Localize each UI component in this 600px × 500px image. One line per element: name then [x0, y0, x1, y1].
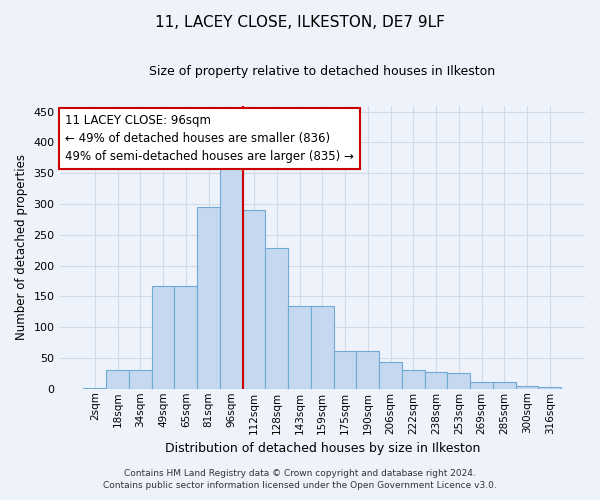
Bar	[106, 370, 129, 389]
Bar	[152, 286, 175, 389]
Bar	[448, 374, 470, 389]
Bar	[334, 350, 356, 389]
Bar	[425, 372, 448, 389]
Bar	[493, 382, 515, 389]
Bar	[220, 161, 242, 389]
Bar	[379, 362, 402, 389]
Y-axis label: Number of detached properties: Number of detached properties	[15, 154, 28, 340]
Title: Size of property relative to detached houses in Ilkeston: Size of property relative to detached ho…	[149, 65, 496, 78]
Text: 11 LACEY CLOSE: 96sqm
← 49% of detached houses are smaller (836)
49% of semi-det: 11 LACEY CLOSE: 96sqm ← 49% of detached …	[65, 114, 353, 163]
Bar	[470, 382, 493, 389]
Bar	[538, 387, 561, 389]
Bar	[515, 386, 538, 389]
Bar	[356, 350, 379, 389]
Bar	[402, 370, 425, 389]
Bar	[175, 286, 197, 389]
Bar	[129, 370, 152, 389]
Bar	[265, 248, 288, 389]
Bar	[197, 207, 220, 389]
Bar	[242, 210, 265, 389]
Text: Contains HM Land Registry data © Crown copyright and database right 2024.
Contai: Contains HM Land Registry data © Crown c…	[103, 468, 497, 490]
Bar	[288, 306, 311, 389]
Bar	[311, 306, 334, 389]
Bar	[83, 388, 106, 389]
Text: 11, LACEY CLOSE, ILKESTON, DE7 9LF: 11, LACEY CLOSE, ILKESTON, DE7 9LF	[155, 15, 445, 30]
X-axis label: Distribution of detached houses by size in Ilkeston: Distribution of detached houses by size …	[164, 442, 480, 455]
